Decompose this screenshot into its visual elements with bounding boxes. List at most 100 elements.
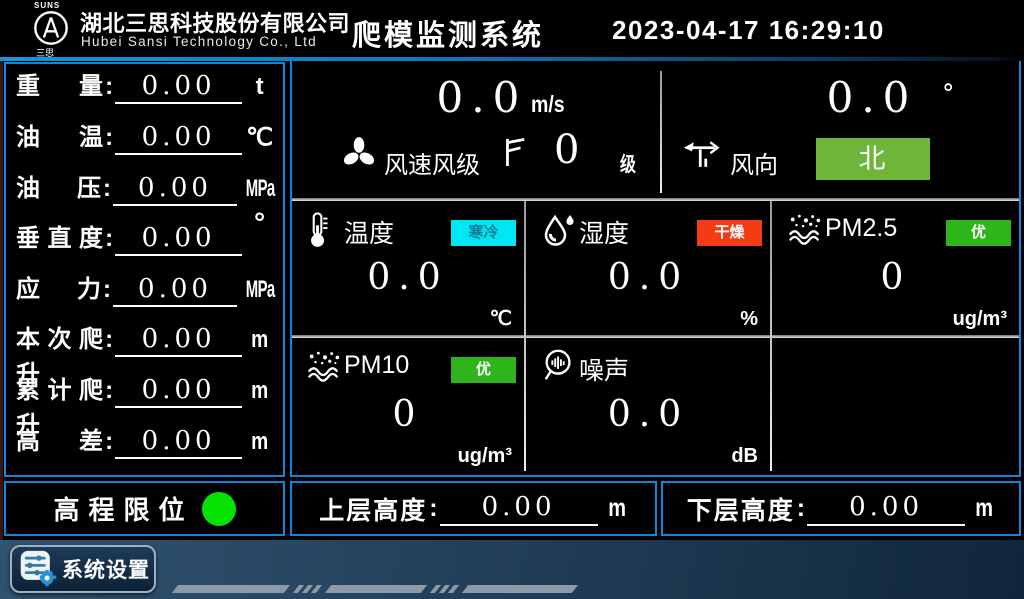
grid-divider bbox=[292, 198, 1019, 201]
temperature-value: 0.0 bbox=[367, 257, 449, 298]
row-label: 应 力 bbox=[16, 275, 101, 303]
wind-level-flag-icon bbox=[500, 135, 528, 174]
environment-panel: 0.0 m/s 风速风级 0 级 0.0 ° 风向 北 bbox=[290, 61, 1021, 477]
wind-speed-label: 风速风级 bbox=[384, 152, 480, 179]
noise-label: 噪声 bbox=[579, 357, 630, 385]
wind-speed-unit: m/s bbox=[530, 91, 565, 117]
pm10-unit: ug/m³ bbox=[457, 445, 512, 467]
row-current-climb: 本次爬升: 0.00 m bbox=[16, 319, 277, 388]
droplet-icon bbox=[541, 211, 577, 254]
temperature-unit: ℃ bbox=[489, 308, 512, 330]
row-unit: ℃ bbox=[246, 123, 274, 151]
row-unit: t bbox=[255, 73, 264, 101]
screen-left-edge bbox=[0, 61, 3, 599]
row-value: 0.00 bbox=[112, 173, 237, 206]
pm10-value: 0 bbox=[392, 394, 424, 435]
humidity-value: 0.0 bbox=[607, 257, 690, 298]
row-unit: m bbox=[251, 326, 269, 354]
row-label: 累计爬升 bbox=[16, 377, 104, 440]
header-divider bbox=[0, 57, 1024, 61]
row-verticality: 垂直度: 0.00 ° bbox=[16, 207, 277, 268]
row-stress: 应 力: 0.00 MPa bbox=[16, 269, 277, 319]
wind-vane-icon bbox=[682, 138, 724, 177]
row-value: 0.00 bbox=[115, 375, 243, 409]
header: SUNS 三思 湖北三思科技股份有限公司 Hubei Sansi Technol… bbox=[0, 0, 1024, 58]
upper-height-label: 上层高度 bbox=[319, 496, 428, 525]
row-value: 0.00 bbox=[115, 324, 243, 358]
thermometer-icon bbox=[306, 211, 330, 254]
row-value: 0.00 bbox=[115, 71, 243, 105]
upper-height-unit: m bbox=[607, 494, 626, 522]
wind-speed-value: 0.0 bbox=[436, 73, 528, 122]
dust-icon bbox=[306, 348, 344, 387]
pm10-cell: PM10 优 0 ug/m³ bbox=[292, 338, 524, 472]
fan-icon bbox=[340, 135, 378, 178]
row-height-difference: 高 差: 0.00 m bbox=[16, 421, 277, 471]
row-weight: 重 量: 0.00 t bbox=[16, 66, 277, 116]
company-name-cn: 湖北三思科技股份有限公司 bbox=[80, 11, 351, 36]
pm25-value: 0 bbox=[880, 257, 912, 298]
wind-direction-display: 0.0 bbox=[762, 73, 982, 122]
elevation-limit-label: 高程限位 bbox=[53, 495, 194, 525]
company-name-en: Hubei Sansi Technology Co., Ltd bbox=[81, 34, 317, 49]
row-unit: m bbox=[251, 377, 269, 405]
row-label: 高 差 bbox=[16, 427, 104, 455]
elevation-limit-panel: 高程限位 bbox=[4, 481, 285, 536]
page-title: 爬模监测系统 bbox=[352, 20, 545, 52]
grid-divider bbox=[770, 201, 772, 471]
row-value: 0.00 bbox=[115, 426, 243, 459]
measurement-panel: 重 量: 0.00 t 油 温: 0.00 ℃ 油 压: 0.00 MPa 垂直… bbox=[4, 62, 285, 477]
grid-divider bbox=[524, 201, 526, 471]
system-settings-button[interactable]: 系统设置 bbox=[10, 545, 156, 593]
grid-divider bbox=[292, 335, 1019, 338]
row-label: 油 压 bbox=[16, 174, 101, 202]
row-unit: MPa bbox=[245, 174, 275, 202]
wind-level-value: 0 bbox=[554, 127, 580, 173]
pm25-status-badge: 优 bbox=[946, 220, 1011, 246]
row-unit: m bbox=[251, 427, 269, 455]
footer-bar: 系统设置 bbox=[0, 540, 1024, 599]
lower-height-value: 0.00 bbox=[807, 492, 966, 526]
company-logo: SUNS 三思 bbox=[26, 0, 82, 58]
temperature-status-badge: 寒冷 bbox=[451, 220, 516, 246]
row-label: 垂直度 bbox=[16, 225, 104, 253]
footer-stripe bbox=[171, 585, 579, 593]
lower-height-unit: m bbox=[975, 494, 994, 522]
noise-meter-icon bbox=[541, 348, 577, 389]
humidity-cell: 湿度 干燥 0.0 % bbox=[527, 201, 770, 335]
temperature-cell: 温度 寒冷 0.0 ℃ bbox=[292, 201, 524, 335]
upper-height-panel: 上层高度: 0.00 m bbox=[290, 481, 657, 536]
pm10-status-badge: 优 bbox=[451, 357, 516, 383]
pm10-label: PM10 bbox=[344, 351, 410, 379]
noise-value: 0.0 bbox=[607, 394, 690, 435]
wind-direction-label: 风向 bbox=[730, 152, 778, 179]
noise-unit: dB bbox=[731, 445, 758, 467]
humidity-status-badge: 干燥 bbox=[697, 220, 762, 246]
sansi-logo-icon bbox=[32, 9, 70, 52]
row-value: 0.00 bbox=[115, 223, 243, 257]
row-total-climb: 累计爬升: 0.00 m bbox=[16, 370, 277, 439]
logo-suns-text: SUNS bbox=[34, 1, 61, 10]
lower-height-panel: 下层高度: 0.00 m bbox=[661, 481, 1021, 536]
noise-cell: 噪声 0.0 dB bbox=[527, 338, 770, 472]
wind-speed-display: 0.0 m/s bbox=[352, 73, 652, 122]
wind-direction-unit: ° bbox=[942, 79, 955, 108]
row-unit: MPa bbox=[245, 275, 275, 303]
settings-sliders-icon bbox=[18, 548, 58, 590]
row-label: 本次爬升 bbox=[16, 326, 104, 389]
settings-button-label: 系统设置 bbox=[62, 559, 150, 582]
logo-sub-text: 三思 bbox=[36, 48, 55, 58]
row-oil-temp: 油 温: 0.00 ℃ bbox=[16, 117, 277, 167]
wind-direction-value: 0.0 bbox=[826, 73, 918, 122]
pm25-label: PM2.5 bbox=[825, 214, 898, 242]
pm25-unit: ug/m³ bbox=[952, 308, 1007, 330]
pm25-cell: PM2.5 优 0 ug/m³ bbox=[773, 201, 1019, 335]
row-value: 0.00 bbox=[115, 122, 243, 155]
wind-section-divider bbox=[660, 71, 662, 193]
row-label: 油 温 bbox=[16, 123, 104, 151]
empty-cell bbox=[773, 338, 1019, 472]
row-unit: ° bbox=[253, 207, 266, 239]
upper-height-value: 0.00 bbox=[439, 492, 598, 526]
wind-level-unit: 级 bbox=[620, 154, 636, 176]
datetime-display: 2023-04-17 16:29:10 bbox=[612, 15, 885, 45]
